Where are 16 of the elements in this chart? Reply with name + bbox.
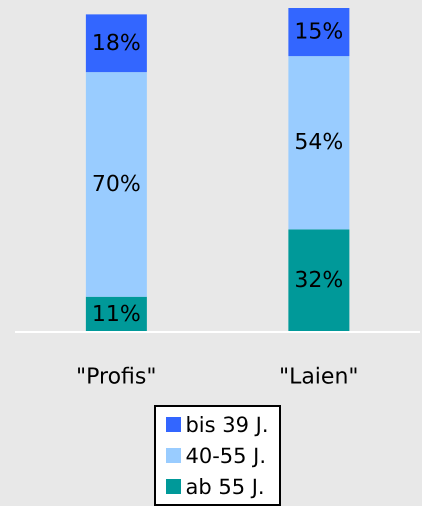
legend-label: ab 55 J. <box>185 474 265 498</box>
data-label: 15% <box>294 20 344 45</box>
data-label: 18% <box>92 30 141 56</box>
x-tick-label: "Laien" <box>278 364 359 390</box>
bar <box>86 14 147 72</box>
data-label: 32% <box>294 268 344 294</box>
data-label: 11% <box>92 302 141 327</box>
bar <box>288 56 350 230</box>
bar <box>288 8 350 56</box>
x-tick-label: "Profis" <box>76 364 156 390</box>
bar <box>288 229 350 332</box>
legend-label: bis 39 J. <box>185 412 269 436</box>
data-label: 54% <box>294 130 344 156</box>
legend-label: 40-55 J. <box>185 444 266 468</box>
data-label: 70% <box>92 172 141 197</box>
bar <box>86 72 147 297</box>
